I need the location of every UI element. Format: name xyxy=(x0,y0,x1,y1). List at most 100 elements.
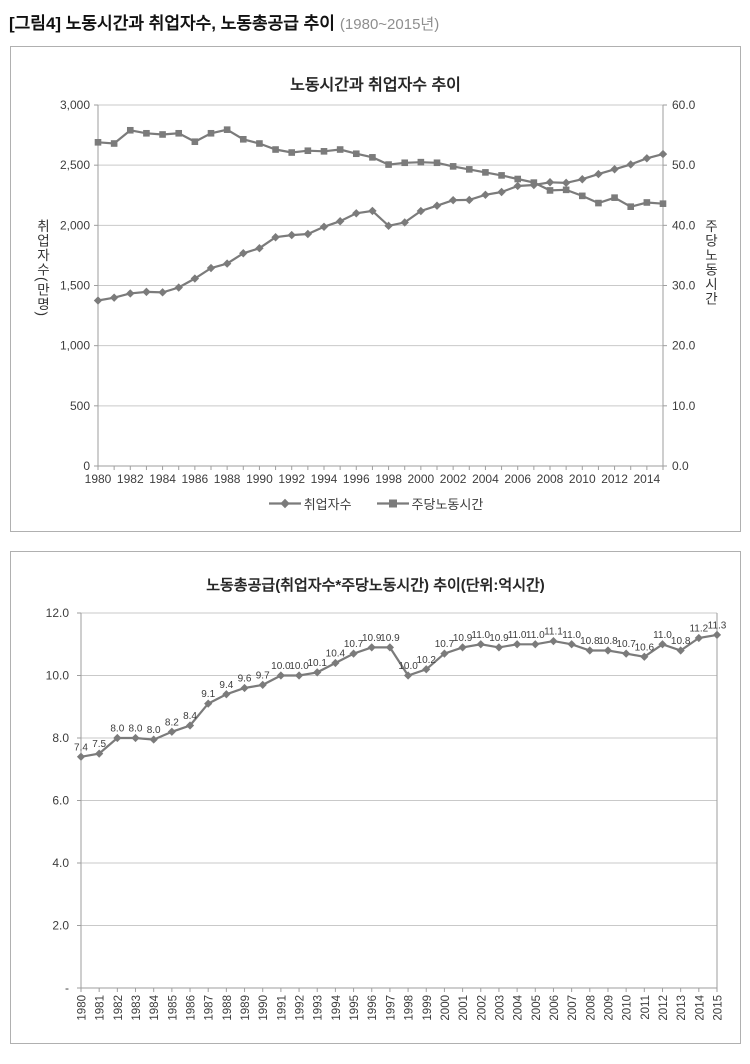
svg-text:11.0: 11.0 xyxy=(562,630,581,641)
left-axis-title: 취업자수(만명) xyxy=(34,219,50,317)
svg-text:2005: 2005 xyxy=(531,995,543,1021)
svg-text:10.7: 10.7 xyxy=(616,639,636,650)
svg-text:60.0: 60.0 xyxy=(672,98,696,112)
point-labels: 7.4 7.58.0 8.0 8.08.28.49.19.49.6 9.710.010.… xyxy=(74,620,727,753)
svg-text:2004: 2004 xyxy=(472,472,499,486)
svg-text:1980: 1980 xyxy=(85,472,112,486)
svg-text:2012: 2012 xyxy=(658,995,670,1021)
svg-text:1987: 1987 xyxy=(204,995,216,1021)
svg-text:1994: 1994 xyxy=(331,994,343,1020)
svg-text:9.1: 9.1 xyxy=(201,689,215,700)
svg-text:10.0: 10.0 xyxy=(46,669,70,683)
svg-text:2002: 2002 xyxy=(476,995,488,1021)
figure-caption-title: [그림4] 노동시간과 취업자수, 노동총공급 추이 xyxy=(9,14,335,33)
svg-text:1988: 1988 xyxy=(222,995,234,1021)
svg-text:1982: 1982 xyxy=(113,995,125,1021)
svg-text:8.4: 8.4 xyxy=(183,711,197,722)
figure-caption-period: (1980~2015년) xyxy=(339,16,440,33)
svg-text:1,500: 1,500 xyxy=(60,279,90,293)
svg-text:2010: 2010 xyxy=(622,995,634,1021)
svg-text:10.9: 10.9 xyxy=(380,633,400,644)
svg-text:1984: 1984 xyxy=(149,994,161,1020)
svg-text:10.0: 10.0 xyxy=(398,661,418,672)
svg-text:4.0: 4.0 xyxy=(52,856,69,870)
svg-text:10.2: 10.2 xyxy=(417,655,437,666)
axis-tick-labels: - 2.0 4.0 6.0 8.0 10.0 12.0 1980 1981 1982 1983 198… xyxy=(46,606,725,1021)
bottom-chart-title: 노동총공급(취업자수*주당노동시간) 추이(단위:억시간) xyxy=(206,577,545,594)
bottom-chart-panel: 노동총공급(취업자수*주당노동시간) 추이(단위:억시간) - 2.0 4.0 6.0… xyxy=(10,551,741,1044)
svg-text:2006: 2006 xyxy=(504,472,531,486)
svg-text:2008: 2008 xyxy=(585,995,597,1021)
square-marker-icon xyxy=(376,499,409,508)
svg-text:2004: 2004 xyxy=(513,994,525,1020)
series-weekly-hours xyxy=(94,126,667,210)
svg-text:1983: 1983 xyxy=(131,995,143,1021)
svg-text:1998: 1998 xyxy=(375,472,402,486)
axes xyxy=(77,612,718,992)
svg-text:1992: 1992 xyxy=(278,472,305,486)
svg-text:0: 0 xyxy=(83,459,90,473)
svg-text:10.0: 10.0 xyxy=(271,661,291,672)
svg-text:2012: 2012 xyxy=(601,472,628,486)
svg-text:11.2: 11.2 xyxy=(689,624,708,635)
svg-text:1989: 1989 xyxy=(240,995,252,1021)
dual-axis-line-chart: 0 500 1,000 1,500 2,000 2,500 3,000 0.0 10.0 20.0… xyxy=(60,98,696,486)
svg-text:7.5: 7.5 xyxy=(92,739,106,750)
svg-text:1988: 1988 xyxy=(214,472,241,486)
gridlines xyxy=(81,612,717,926)
svg-text:2000: 2000 xyxy=(440,995,452,1021)
gridlines xyxy=(98,104,663,407)
svg-text:6.0: 6.0 xyxy=(52,794,69,808)
svg-text:2001: 2001 xyxy=(458,995,470,1021)
svg-text:7.4: 7.4 xyxy=(74,742,88,753)
svg-text:1996: 1996 xyxy=(343,472,370,486)
svg-text:11.3: 11.3 xyxy=(708,620,727,631)
svg-text:10.6: 10.6 xyxy=(635,642,655,653)
svg-text:10.8: 10.8 xyxy=(598,636,618,647)
svg-text:10.0: 10.0 xyxy=(672,399,696,413)
svg-text:10.4: 10.4 xyxy=(326,649,346,660)
svg-text:10.0: 10.0 xyxy=(289,661,309,672)
svg-text:2014: 2014 xyxy=(694,994,706,1020)
svg-text:50.0: 50.0 xyxy=(672,158,696,172)
svg-text:1984: 1984 xyxy=(149,472,176,486)
top-chart-title: 노동시간과 취업자수 추이 xyxy=(290,77,461,94)
series-employed xyxy=(93,149,668,305)
chart-legend: 취업자수 주당노동시간 xyxy=(11,494,740,513)
svg-text:2011: 2011 xyxy=(640,995,652,1020)
svg-text:2000: 2000 xyxy=(408,472,435,486)
svg-text:10.1: 10.1 xyxy=(307,658,327,669)
svg-text:30.0: 30.0 xyxy=(672,279,696,293)
svg-text:1980: 1980 xyxy=(77,995,89,1021)
svg-text:11.1: 11.1 xyxy=(544,627,563,638)
svg-text:1986: 1986 xyxy=(182,472,209,486)
axes xyxy=(94,104,667,470)
svg-text:1998: 1998 xyxy=(404,995,416,1021)
svg-text:9.7: 9.7 xyxy=(256,670,270,681)
svg-text:2013: 2013 xyxy=(676,995,688,1021)
svg-text:-: - xyxy=(65,981,69,995)
svg-text:2009: 2009 xyxy=(603,995,615,1021)
legend-item-weekly-hours: 주당노동시간 xyxy=(376,494,483,513)
svg-text:2003: 2003 xyxy=(494,995,506,1021)
svg-text:1994: 1994 xyxy=(311,472,338,486)
svg-text:1995: 1995 xyxy=(349,995,361,1021)
svg-text:10.7: 10.7 xyxy=(435,639,455,650)
svg-text:10.9: 10.9 xyxy=(362,633,382,644)
svg-text:1993: 1993 xyxy=(313,995,325,1021)
svg-text:8.0: 8.0 xyxy=(129,724,143,735)
svg-text:11.0: 11.0 xyxy=(653,630,672,641)
svg-text:2015: 2015 xyxy=(713,995,725,1021)
svg-text:10.8: 10.8 xyxy=(580,636,600,647)
svg-text:0.0: 0.0 xyxy=(672,459,689,473)
svg-text:20.0: 20.0 xyxy=(672,339,696,353)
svg-text:2014: 2014 xyxy=(634,472,661,486)
svg-text:2.0: 2.0 xyxy=(52,919,69,933)
svg-text:10.8: 10.8 xyxy=(671,636,691,647)
svg-text:11.0: 11.0 xyxy=(508,630,527,641)
svg-text:9.6: 9.6 xyxy=(238,674,252,685)
svg-text:1997: 1997 xyxy=(385,995,397,1021)
svg-text:1,000: 1,000 xyxy=(60,339,90,353)
svg-text:3,000: 3,000 xyxy=(60,98,90,112)
svg-text:12.0: 12.0 xyxy=(46,606,70,620)
